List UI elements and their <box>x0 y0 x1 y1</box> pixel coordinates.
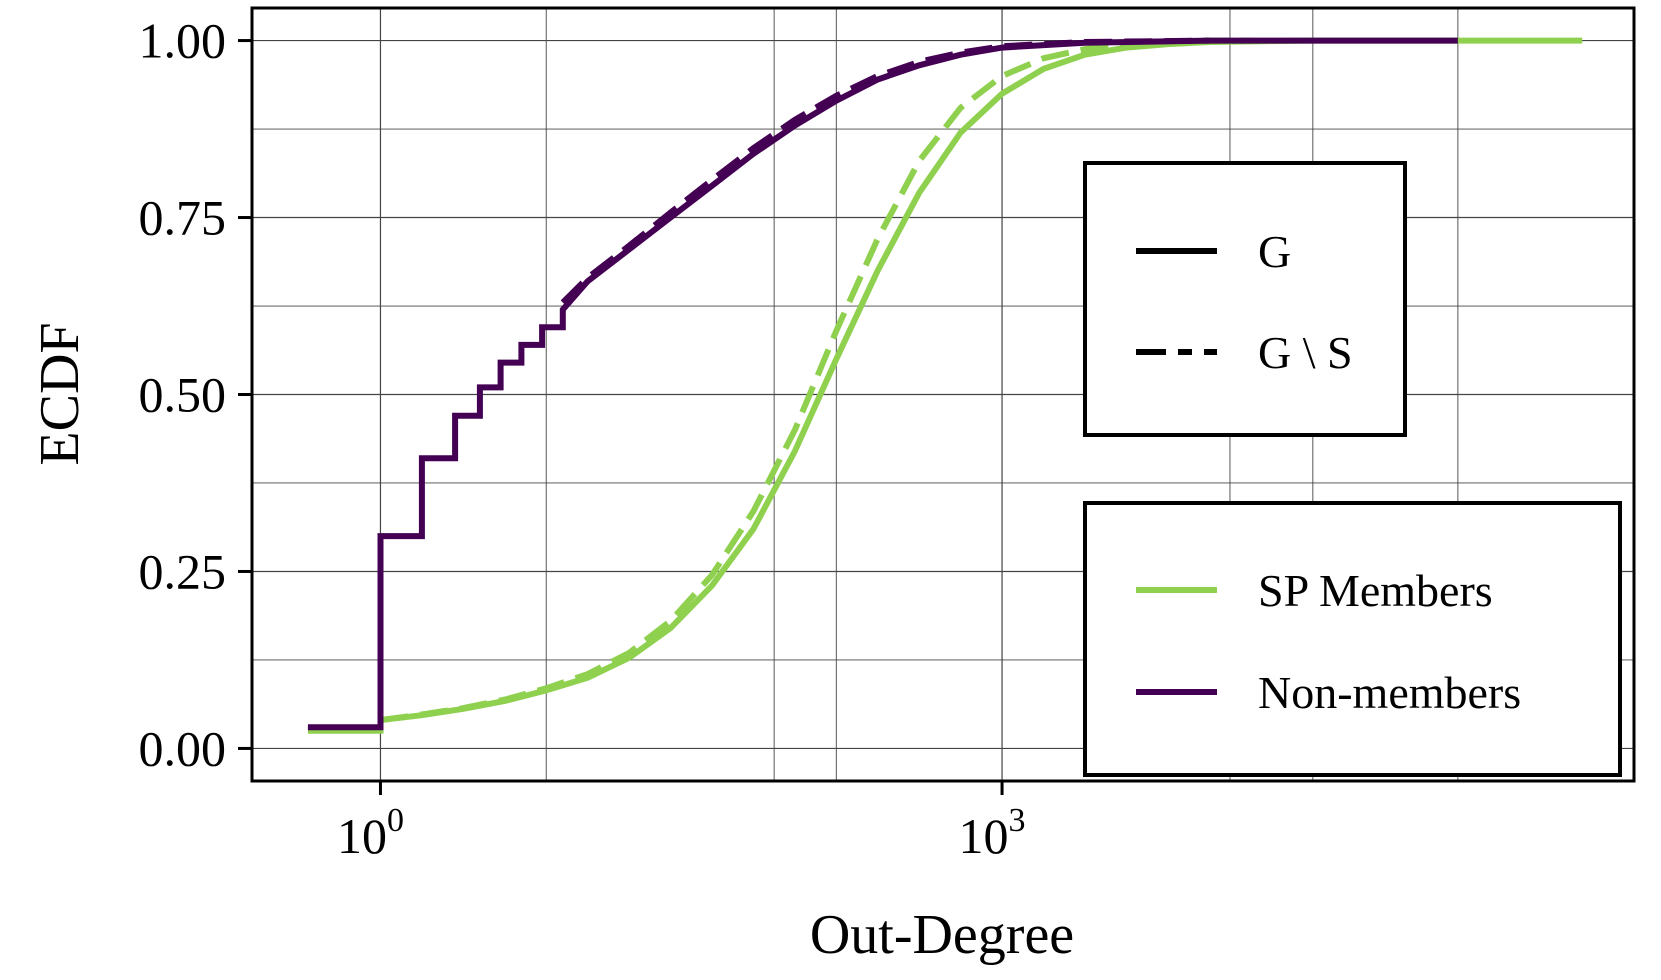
legend-style-label: G \ S <box>1258 327 1353 378</box>
legend-style: G G \ S <box>1083 161 1407 437</box>
y-tick-label: 0.00 <box>139 720 227 776</box>
y-tick-label: 0.75 <box>139 190 227 246</box>
series-layer <box>307 37 1583 734</box>
legend-group: SP Members Non-members <box>1083 501 1622 777</box>
series-line-non-members-g-minus-s <box>560 37 1210 305</box>
x-tick-label: 100 <box>337 802 404 864</box>
legend-group-label: Non-members <box>1258 667 1521 718</box>
x-axis-label: Out-Degree <box>810 904 1074 966</box>
y-tick-label: 1.00 <box>139 13 227 69</box>
y-tick-label: 0.50 <box>139 367 227 423</box>
legend-style-box <box>1083 161 1407 437</box>
series-line-sp-members-g-minus-s <box>380 37 1251 724</box>
y-axis-label: ECDF <box>29 322 91 465</box>
y-tick-label: 0.25 <box>139 543 227 599</box>
legend-group-label: SP Members <box>1258 565 1493 616</box>
legend-group-box <box>1083 501 1622 777</box>
x-tick-label: 103 <box>959 802 1026 864</box>
legend-style-label: G <box>1258 226 1291 277</box>
axes: 0.00 0.25 0.50 0.75 1.00 100 103 <box>139 13 1026 864</box>
